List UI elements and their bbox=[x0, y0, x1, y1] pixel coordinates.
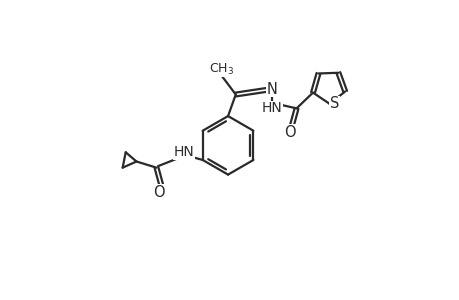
Text: CH$_3$: CH$_3$ bbox=[209, 61, 234, 77]
Text: HN: HN bbox=[261, 101, 282, 116]
Text: O: O bbox=[153, 185, 164, 200]
Text: N: N bbox=[266, 82, 277, 97]
Text: HN: HN bbox=[174, 145, 194, 159]
Text: O: O bbox=[283, 125, 295, 140]
Text: S: S bbox=[330, 96, 339, 111]
